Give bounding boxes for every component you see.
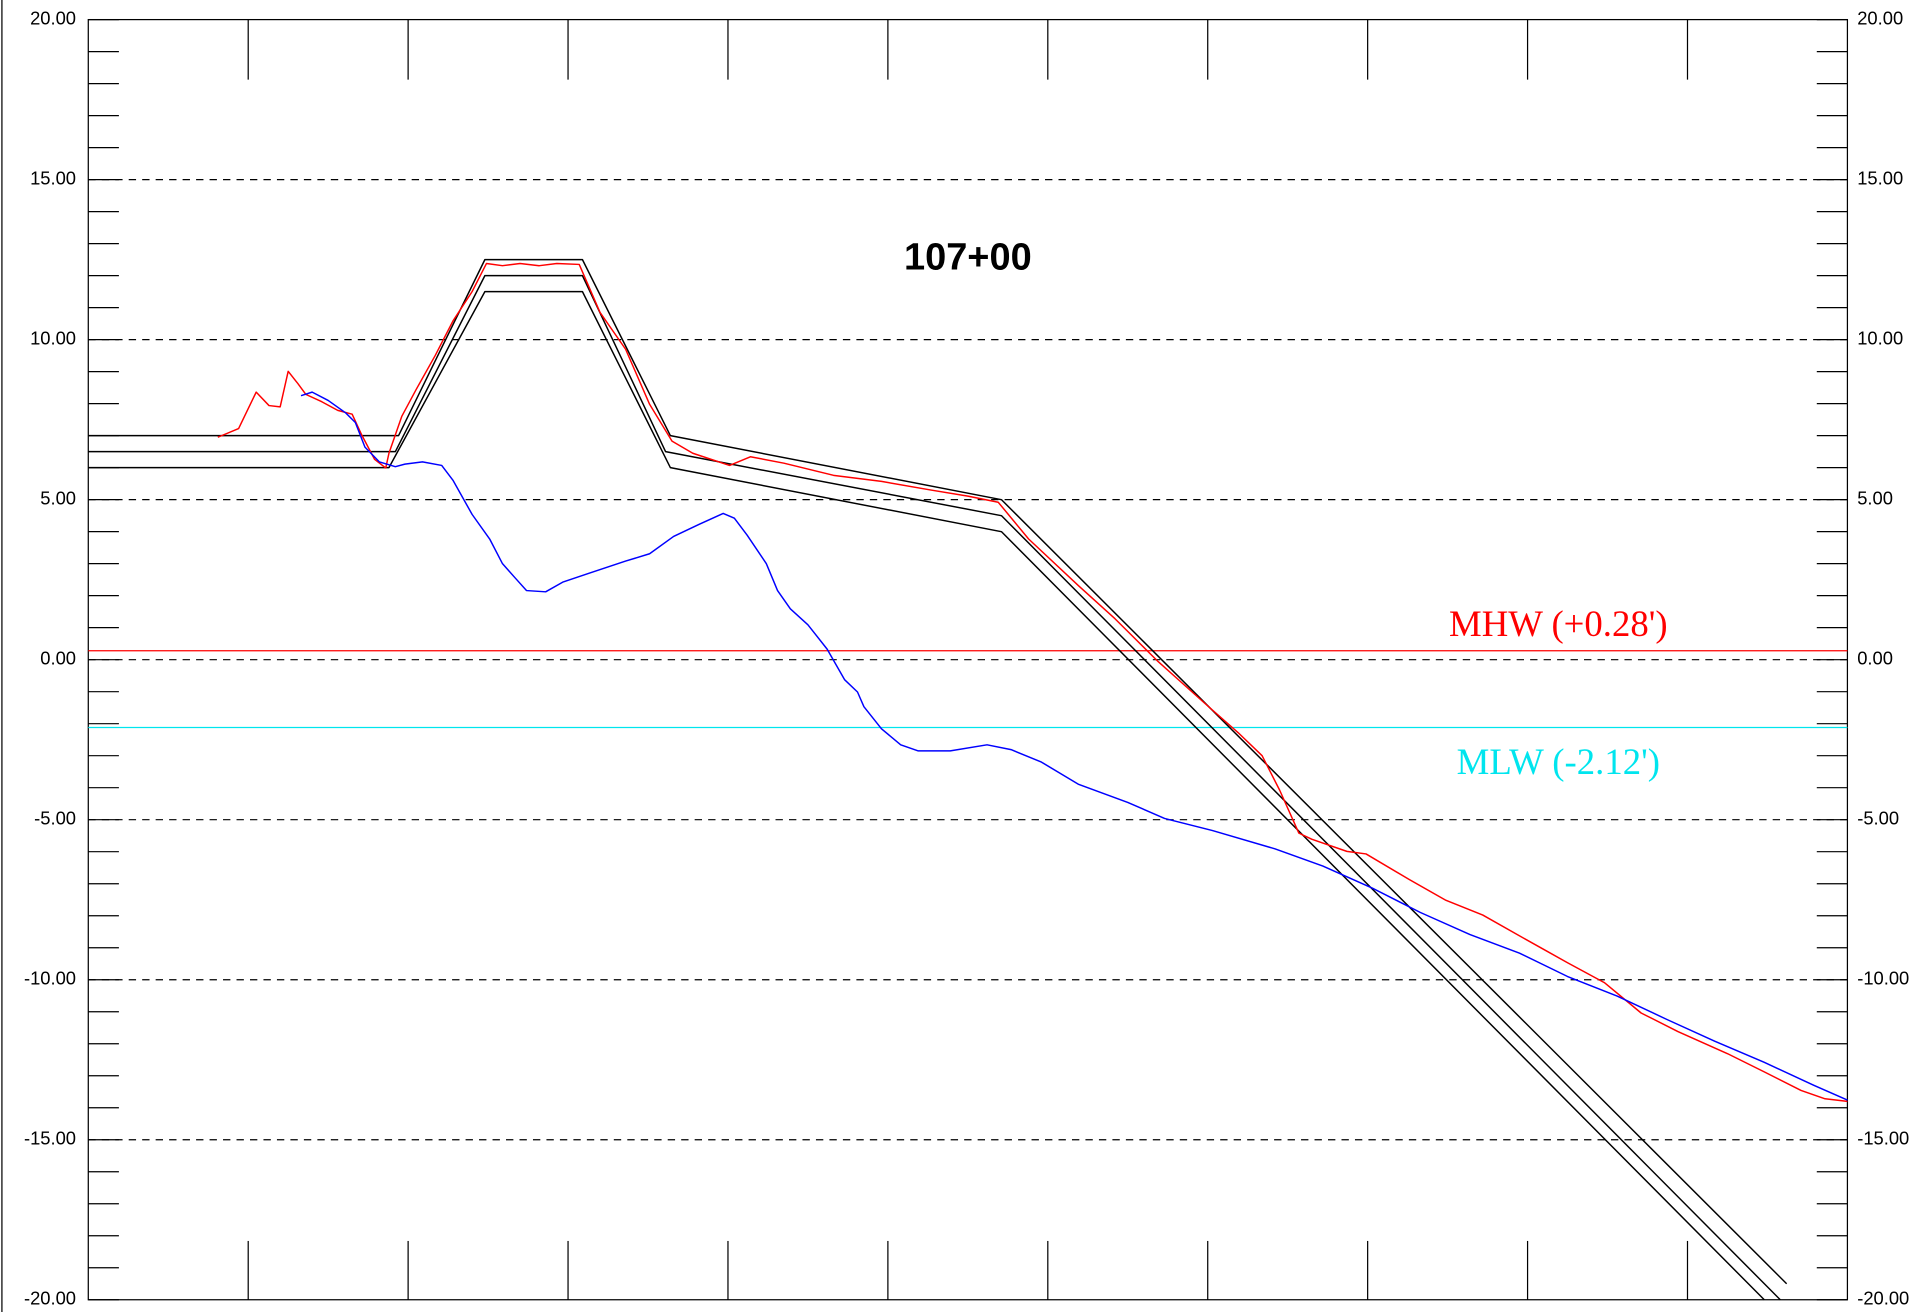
- y-tick-label: 15.00: [30, 167, 76, 188]
- y-tick-label: -20.00: [24, 1288, 76, 1309]
- y-tick-label: 5.00: [40, 488, 76, 509]
- reference-label: MHW (+0.28'): [1449, 603, 1668, 644]
- y-tick-label: 10.00: [30, 327, 76, 348]
- y-tick-label: 20.00: [30, 7, 76, 28]
- y2-tick-label: 10.00: [1857, 327, 1903, 348]
- y2-tick-label: -10.00: [1857, 968, 1909, 989]
- y-tick-label: -10.00: [24, 968, 76, 989]
- profile-line: [217, 262, 1848, 1103]
- y2-tick-label: 15.00: [1857, 167, 1903, 188]
- y2-tick-label: 20.00: [1857, 7, 1903, 28]
- y2-tick-label: 0.00: [1857, 648, 1893, 669]
- chart-title: 107+00: [904, 237, 1032, 279]
- y-tick-label: 0.00: [40, 648, 76, 669]
- y2-tick-label: 5.00: [1857, 488, 1893, 509]
- profile-line: [88, 274, 1781, 1301]
- y-tick-label: -5.00: [34, 808, 76, 829]
- profile-line: [88, 258, 1788, 1285]
- y-tick-label: -15.00: [24, 1128, 76, 1149]
- reference-label: MLW (-2.12'): [1457, 741, 1660, 782]
- y2-tick-label: -5.00: [1857, 808, 1899, 829]
- y2-tick-label: -15.00: [1857, 1128, 1909, 1149]
- y2-tick-label: -20.00: [1857, 1288, 1909, 1309]
- profile-line: [300, 391, 1848, 1101]
- profile-line: [88, 290, 1765, 1301]
